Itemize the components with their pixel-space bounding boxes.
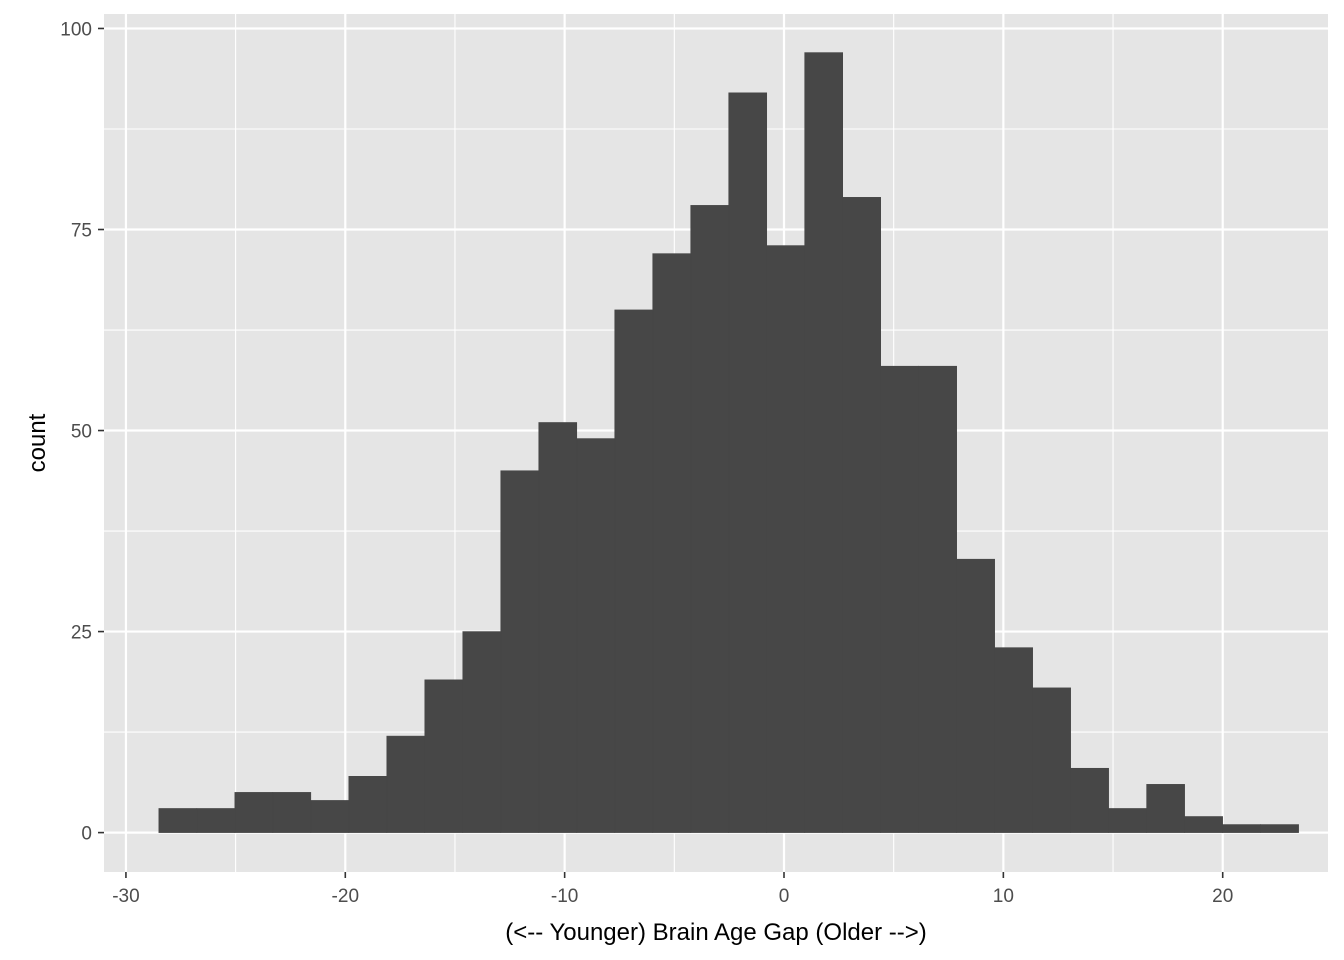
- histogram-bar: [766, 245, 806, 833]
- y-tick-label: 50: [71, 422, 92, 443]
- histogram-bar: [652, 253, 692, 833]
- histogram-bars: [158, 52, 1299, 833]
- histogram-bar: [1260, 824, 1299, 833]
- histogram-bar: [500, 470, 540, 833]
- histogram-bar: [842, 197, 881, 833]
- histogram-bar: [728, 92, 768, 833]
- histogram-bar: [1222, 824, 1261, 833]
- histogram-bar: [348, 776, 388, 833]
- histogram-bar: [1032, 687, 1071, 833]
- x-axis: -30 -20 -10 0 10 20: [112, 872, 1233, 907]
- histogram-bar: [956, 558, 995, 833]
- histogram-bar: [804, 52, 843, 833]
- histogram-bar: [310, 800, 350, 833]
- x-tick-label: -30: [112, 886, 139, 907]
- y-axis: 0 25 50 75 100: [60, 19, 104, 845]
- histogram-bar: [424, 679, 464, 833]
- x-axis-title: (<-- Younger) Brain Age Gap (Older -->): [505, 919, 927, 946]
- y-tick-label: 25: [71, 623, 92, 644]
- histogram-bar: [918, 365, 957, 833]
- histogram-bar: [462, 631, 502, 833]
- histogram-bar: [1146, 784, 1185, 833]
- histogram-bar: [1108, 808, 1147, 833]
- x-tick-label: 20: [1212, 886, 1233, 907]
- histogram-bar: [690, 205, 730, 833]
- y-axis-title: count: [24, 413, 51, 472]
- x-tick-label: -10: [551, 886, 578, 907]
- y-tick-label: 75: [71, 221, 92, 242]
- histogram-bar: [538, 422, 578, 833]
- y-tick-label: 100: [60, 19, 92, 40]
- histogram-bar: [272, 792, 312, 833]
- x-tick-label: -20: [332, 886, 359, 907]
- histogram-bar: [196, 808, 236, 833]
- histogram-bar: [1184, 816, 1223, 833]
- x-tick-label: 0: [779, 886, 790, 907]
- histogram-bar: [614, 309, 654, 833]
- histogram-bar: [386, 735, 426, 833]
- histogram-bar: [880, 365, 919, 833]
- histogram-bar: [234, 792, 274, 833]
- x-tick-label: 10: [993, 886, 1014, 907]
- histogram-bar: [994, 647, 1033, 833]
- histogram-bar: [576, 438, 616, 833]
- histogram-bar: [1070, 767, 1109, 833]
- histogram-bar: [158, 808, 198, 833]
- y-tick-label: 0: [81, 824, 92, 845]
